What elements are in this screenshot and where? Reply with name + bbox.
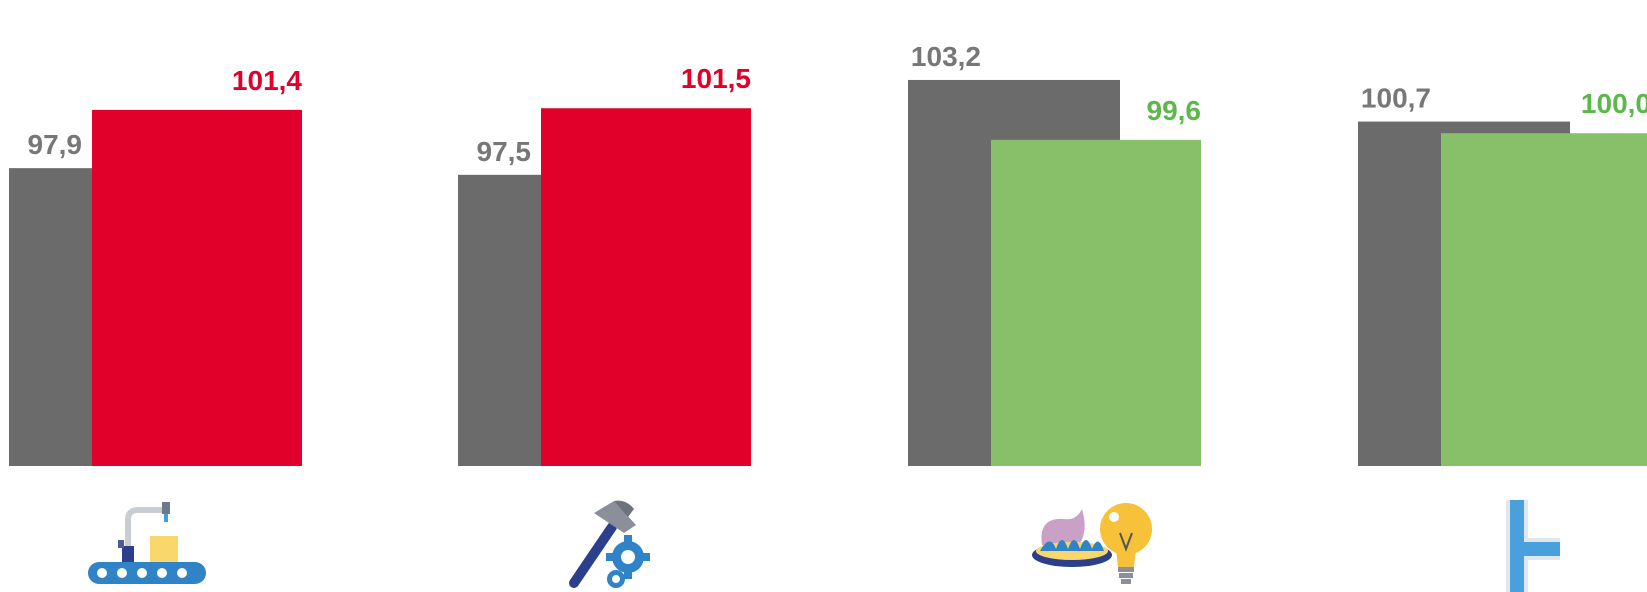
current-value-label-3: 99,6 [1147,95,1202,126]
prev-value-label-2: 97,5 [477,136,532,167]
current-value-label-4: 100,0 [1581,88,1647,119]
labels-layer: 97,9 97,5 103,2 100,7 101,4 101,5 99,6 100,0 [28,41,1647,167]
current-bar-4 [1441,133,1647,466]
current-bar-2 [541,108,751,467]
current-bar-3 [991,139,1201,466]
water-pipe-icon [1506,500,1560,592]
prev-value-label-4: 100,7 [1361,83,1431,114]
prev-value-label-1: 97,9 [28,129,83,160]
conveyor-robot-icon [88,502,206,584]
prev-value-label-3: 103,2 [911,41,981,72]
hammer-gear-icon [569,500,650,588]
gas-flame-lightbulb-icon [1032,503,1152,584]
bars-layer [9,79,1647,467]
current-bar-1 [92,109,302,467]
current-value-label-1: 101,4 [232,65,302,96]
current-value-label-2: 101,5 [681,63,751,94]
